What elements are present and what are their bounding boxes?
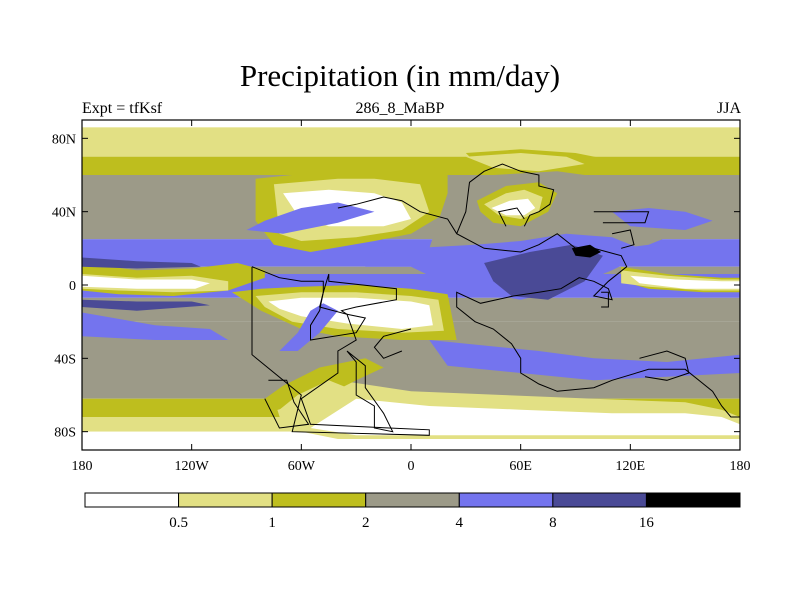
precip-patch-12 — [268, 297, 433, 329]
coastline-2 — [346, 350, 394, 433]
colorbar-swatch-0 — [84, 492, 180, 508]
coastline-10 — [639, 350, 690, 381]
precip-patch-6 — [82, 312, 229, 340]
colorbar-swatch-1 — [178, 492, 273, 508]
precip-patch-31 — [279, 380, 357, 425]
colorbar-label-3: 4 — [456, 515, 464, 531]
precip-patch-29 — [310, 398, 740, 436]
precip-patch-32 — [279, 303, 338, 351]
coastline-6 — [497, 207, 525, 227]
colorbar-swatch-4 — [458, 492, 554, 508]
precip-patch-4 — [82, 257, 201, 269]
colorbar-swatch-5 — [552, 492, 647, 508]
x-tick-label-6: 180 — [730, 459, 751, 474]
colorbar-label-2: 2 — [362, 515, 370, 531]
y-tick-label-4: 80S — [54, 426, 76, 441]
x-tick-label-4: 60E — [509, 459, 532, 474]
colorbar-label-0: 0.5 — [169, 515, 188, 531]
x-tick-label-0: 180 — [72, 459, 93, 474]
x-tick-label-3: 0 — [408, 459, 415, 474]
colorbar-swatch-3 — [365, 492, 460, 508]
precip-band-1 — [82, 127, 740, 157]
precip-patch-20 — [612, 208, 713, 230]
precip-patch-13 — [246, 202, 375, 234]
coastline-5 — [456, 163, 555, 234]
coastline-7 — [593, 211, 650, 224]
colorbar-swatch-6 — [645, 492, 741, 508]
experiment-label: Expt = tfKsf — [82, 100, 163, 117]
x-tick-label-1: 120W — [175, 459, 210, 474]
y-tick-label-2: 0 — [69, 279, 76, 294]
precip-patch-3 — [82, 241, 210, 263]
chart-title: Precipitation (in mm/day) — [239, 58, 561, 93]
colorbar-swatch-2 — [271, 492, 367, 508]
y-tick-label-0: 80N — [52, 132, 76, 147]
y-tick-label-1: 40N — [52, 206, 76, 221]
coastline-9 — [601, 291, 609, 308]
coastline-3 — [264, 379, 310, 429]
precip-patch-2 — [82, 275, 210, 289]
coastline-4 — [337, 196, 740, 418]
season-label: JJA — [716, 100, 741, 117]
precip-patch-22 — [484, 244, 603, 300]
precip-patch-26 — [630, 275, 740, 289]
colorbar-label-1: 1 — [268, 515, 276, 531]
coastline-0 — [251, 266, 430, 436]
coastline-11 — [373, 328, 412, 359]
x-tick-label-5: 120E — [616, 459, 646, 474]
colorbar-label-4: 8 — [549, 515, 557, 531]
precip-patch-27 — [429, 340, 740, 381]
coastline-8 — [612, 229, 635, 249]
period-label: 286_8_MaBP — [355, 100, 445, 117]
precip-patch-5 — [82, 299, 210, 311]
x-tick-label-2: 60W — [288, 459, 316, 474]
precip-band-5 — [82, 266, 740, 274]
coastline-1 — [310, 273, 397, 341]
y-tick-label-3: 40S — [54, 352, 76, 367]
colorbar-label-5: 16 — [639, 515, 655, 531]
precip-field — [82, 120, 740, 450]
